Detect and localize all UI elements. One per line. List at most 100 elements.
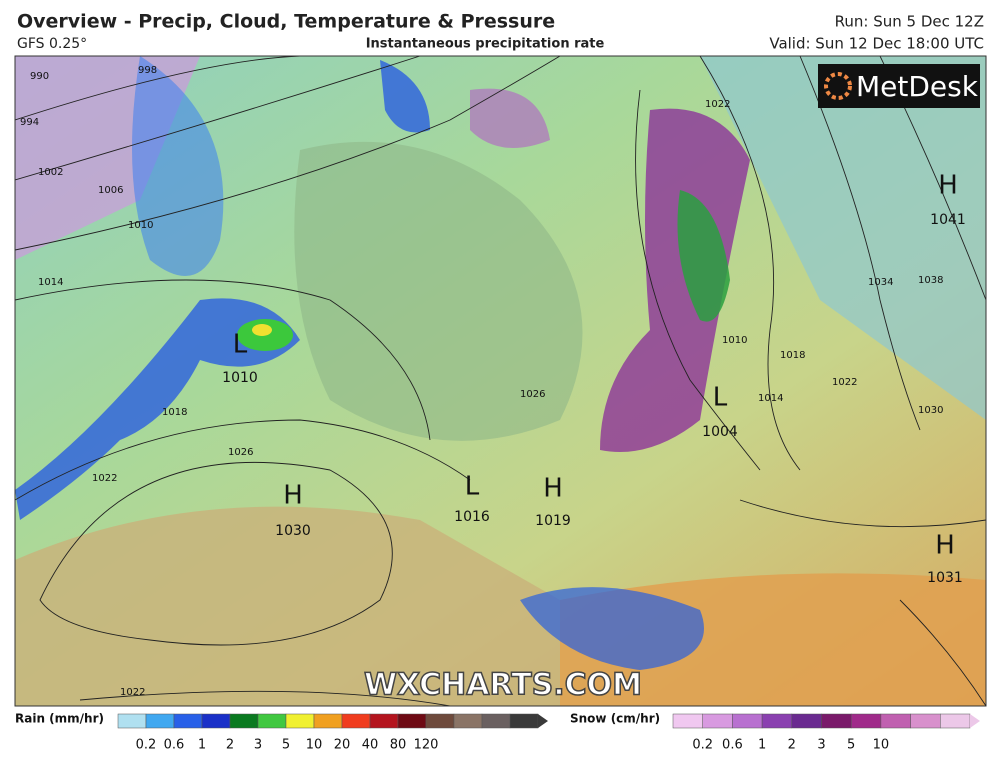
cold-air [700,56,986,420]
pressure-symbol: H [283,481,303,511]
rain-legend-label: Rain (mm/hr) [15,712,104,726]
colorbar-segment [821,713,852,729]
logo-icon [824,72,852,100]
colorbar-segment [145,713,175,729]
map: MetDesk WXCHARTS.COM 990 998 994 1002 10… [15,56,986,706]
pressure-value: 1031 [927,570,963,586]
logo: MetDesk [856,70,979,103]
colorbar-arrow [970,714,980,728]
isobar-label: 1006 [98,185,123,196]
colorbar-segment [791,713,822,729]
pressure-value: 1030 [275,523,311,539]
isobar-label: 1018 [780,350,805,361]
colorbar-tick-label: 10 [873,738,890,753]
model: GFS 0.25° [17,36,87,52]
snow-colorbar: 0.2 0.6 1 2 3 5 10 [672,713,980,753]
colorbar-segment [313,713,343,729]
colorbar-segment [117,713,147,729]
colorbar-segment [201,713,231,729]
pressure-symbol: H [543,474,563,504]
isobar-label: 1026 [228,447,253,458]
colorbar-tick-label: 40 [362,738,379,753]
colorbar-tick-label: 0.6 [164,738,185,753]
colorbar-tick-label: 0.2 [692,738,713,753]
pressure-symbol: H [938,171,958,201]
isobar-label: 1022 [120,687,145,698]
pressure-value: 1010 [222,370,258,386]
colorbar-tick-label: 5 [847,738,855,753]
pressure-value: 1016 [454,509,490,525]
isobar-label: 1022 [92,473,117,484]
land [294,141,583,441]
colorbar-segment [425,713,455,729]
snow-band [600,108,750,453]
isobar-label: 1034 [868,277,893,288]
colorbar-segment [481,713,511,729]
colorbar-tick-label: 2 [226,738,234,753]
pressure-symbol: L [713,383,728,413]
valid-time: Valid: Sun 12 Dec 18:00 UTC [769,35,984,53]
colorbar-segment [509,713,539,729]
colorbar-tick-label: 120 [414,738,439,753]
colorbar-tick-label: 1 [198,738,206,753]
rain-core [252,324,272,336]
watermark: WXCHARTS.COM [364,668,642,703]
snow-legend-label: Snow (cm/hr) [570,712,660,726]
colorbar-segment [229,713,259,729]
colorbar-segment [397,713,427,729]
pressure-value: 1019 [535,513,571,529]
rain-band [15,298,300,520]
snow-area [470,88,550,148]
colorbar-tick-label: 1 [758,738,766,753]
colorbar-tick-label: 80 [390,738,407,753]
colorbar-tick-label: 3 [817,738,825,753]
colorbar-segment [672,713,703,729]
colorbar-tick-label: 3 [254,738,262,753]
colorbar-tick-label: 0.6 [722,738,743,753]
isobar-label: 994 [20,117,39,128]
pressure-value: 1004 [702,424,738,440]
pressure-value: 1041 [930,212,966,228]
isobar-label: 1014 [758,393,783,404]
colorbar-segment [850,713,882,729]
colorbar-segment [285,713,315,729]
isobar-label: 1010 [722,335,747,346]
rain-area [380,60,430,133]
colorbar-tick-label: 20 [334,738,351,753]
colorbar-segment [940,713,971,729]
colorbar-segment [702,713,733,729]
rain-core [677,190,730,322]
colorbar-tick-label: 5 [282,738,290,753]
logo-box [818,64,980,108]
colorbar-tick-label: 0.2 [136,738,157,753]
colorbar-segment [257,713,287,729]
pressure-symbol: L [465,472,480,502]
isobars [15,56,986,706]
land-warm [15,506,560,706]
colorbar-segment [732,713,763,729]
isobar-label: 1018 [162,407,187,418]
map-frame [14,55,987,707]
run-time: Run: Sun 5 Dec 12Z [835,13,984,31]
isobar-label: 1014 [38,277,63,288]
isobar-label: 1026 [520,389,545,400]
rain-area [520,587,704,670]
rain-colorbar: 0.2 0.6 1 2 3 5 10 20 40 80 120 [117,713,548,753]
isobar-label: 1022 [705,99,730,110]
colorbar-arrow [538,714,548,728]
isobar-label: 1002 [38,167,63,178]
colorbar-segment [910,713,941,729]
colorbar-segment [341,713,371,729]
colorbar-segment [453,713,483,729]
isobar-label: 998 [138,65,157,76]
colorbar-segment [173,713,203,729]
isobar-label: 1022 [832,377,857,388]
colorbar-tick-label: 2 [788,738,796,753]
colorbar-segment [369,713,399,729]
pressure-symbol: L [233,330,248,360]
isobar-label: 990 [30,71,49,82]
pressure-symbol: H [935,531,955,561]
isobar-label: 1038 [918,275,943,286]
colorbar-segment [880,713,911,729]
